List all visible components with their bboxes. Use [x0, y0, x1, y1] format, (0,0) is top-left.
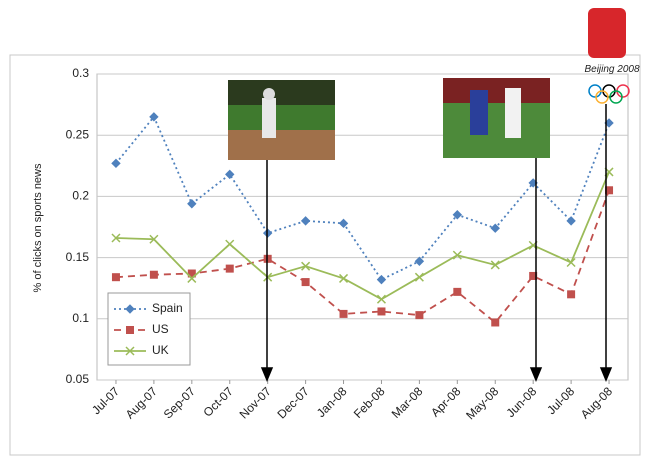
point	[300, 216, 311, 226]
point	[187, 273, 197, 283]
legend-marker	[126, 326, 134, 334]
point	[149, 112, 159, 122]
photo-soccer	[443, 78, 550, 158]
legend-label: Spain	[152, 301, 183, 315]
point	[149, 270, 158, 279]
legend-label: US	[152, 322, 169, 336]
point	[225, 239, 235, 249]
y-tick-label: 0.15	[66, 250, 90, 264]
y-tick-label: 0.2	[72, 189, 89, 203]
y-tick-label: 0.3	[72, 66, 89, 80]
point	[567, 290, 576, 299]
point	[414, 256, 425, 266]
y-axis-label: % of clicks on sports news	[32, 163, 44, 292]
legend-label: UK	[152, 343, 169, 357]
point	[566, 257, 576, 268]
point	[490, 223, 500, 233]
point	[339, 273, 349, 283]
point	[566, 216, 576, 226]
y-tick-label: 0.25	[66, 127, 90, 141]
series-line	[115, 171, 610, 301]
point	[301, 278, 310, 287]
legend-marker	[125, 304, 135, 314]
point	[111, 273, 120, 282]
series-line	[115, 115, 610, 281]
point	[339, 309, 348, 318]
point	[111, 233, 121, 243]
point	[149, 234, 159, 244]
point	[491, 318, 500, 327]
legend	[107, 292, 191, 366]
point	[490, 260, 500, 270]
point	[452, 250, 462, 260]
point	[453, 287, 462, 296]
legend-marker	[125, 346, 135, 356]
point	[225, 169, 235, 180]
point	[225, 264, 234, 273]
y-tick-label: 0.1	[72, 311, 89, 325]
point	[376, 294, 386, 304]
logo-text: Beijing 2008	[584, 64, 639, 75]
series-line	[115, 189, 610, 324]
point	[377, 307, 386, 316]
y-tick-label: 0.05	[66, 372, 90, 386]
photo-baseball	[228, 80, 335, 160]
point	[452, 210, 463, 220]
point	[338, 218, 349, 229]
point	[301, 261, 311, 271]
point	[376, 274, 387, 285]
point	[111, 158, 121, 169]
annotation-arrows	[260, 104, 613, 382]
point	[187, 199, 197, 209]
point	[414, 272, 424, 282]
point	[415, 311, 424, 320]
beijing-logo: Beijing 2008	[584, 8, 640, 104]
